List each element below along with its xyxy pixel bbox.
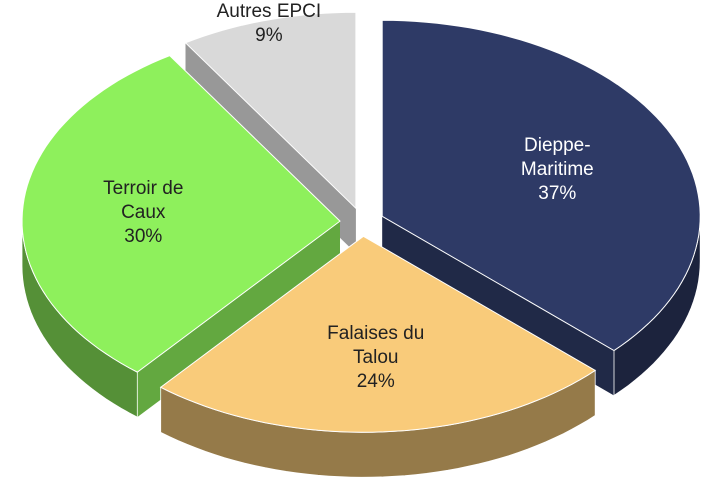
category-name: Autres EPCI (216, 0, 322, 22)
slice-label: Dieppe-Maritime 37% (512, 134, 602, 206)
category-name: Terroir de Caux (103, 178, 184, 224)
slice-label: Falaises du Talou 24% (306, 322, 446, 394)
slice (21, 55, 341, 373)
slice-label: Terroir de Caux 30% (83, 177, 203, 249)
slice-label: Autres EPCI 9% (189, 0, 349, 48)
value-label: 9% (255, 24, 283, 46)
value-label: 30% (124, 226, 163, 248)
slice (184, 11, 357, 210)
category-name: Dieppe-Maritime (520, 134, 594, 180)
category-name: Falaises du Talou (327, 322, 425, 368)
slice (159, 235, 597, 433)
value-label: 24% (356, 370, 395, 392)
value-label: 37% (538, 182, 577, 204)
slice (381, 19, 701, 352)
